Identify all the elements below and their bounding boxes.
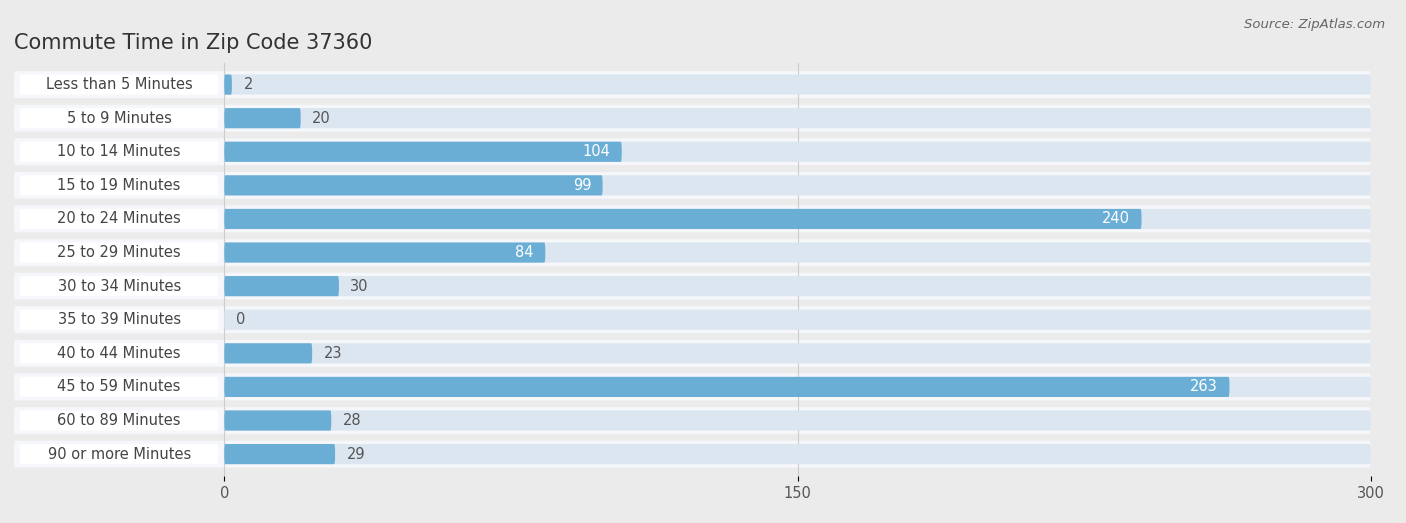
FancyBboxPatch shape (225, 209, 1371, 229)
Text: 0: 0 (236, 312, 245, 327)
Text: Commute Time in Zip Code 37360: Commute Time in Zip Code 37360 (14, 33, 373, 53)
FancyBboxPatch shape (20, 243, 218, 263)
FancyBboxPatch shape (14, 441, 1371, 468)
FancyBboxPatch shape (14, 172, 1371, 199)
Text: 104: 104 (582, 144, 610, 160)
Text: 35 to 39 Minutes: 35 to 39 Minutes (58, 312, 181, 327)
FancyBboxPatch shape (20, 276, 218, 296)
Text: 90 or more Minutes: 90 or more Minutes (48, 447, 191, 462)
FancyBboxPatch shape (20, 74, 218, 95)
FancyBboxPatch shape (20, 175, 218, 196)
Text: 10 to 14 Minutes: 10 to 14 Minutes (58, 144, 181, 160)
FancyBboxPatch shape (225, 243, 546, 263)
FancyBboxPatch shape (225, 74, 1371, 95)
Text: 20: 20 (312, 111, 330, 126)
Text: 240: 240 (1102, 211, 1130, 226)
FancyBboxPatch shape (225, 175, 1371, 196)
FancyBboxPatch shape (14, 239, 1371, 266)
FancyBboxPatch shape (20, 411, 218, 430)
FancyBboxPatch shape (225, 142, 621, 162)
FancyBboxPatch shape (14, 206, 1371, 232)
FancyBboxPatch shape (225, 310, 1371, 330)
FancyBboxPatch shape (225, 411, 332, 430)
FancyBboxPatch shape (225, 108, 1371, 128)
FancyBboxPatch shape (14, 105, 1371, 132)
Text: Less than 5 Minutes: Less than 5 Minutes (46, 77, 193, 92)
FancyBboxPatch shape (225, 377, 1229, 397)
FancyBboxPatch shape (225, 411, 1371, 430)
FancyBboxPatch shape (225, 276, 339, 296)
Text: 99: 99 (572, 178, 591, 193)
FancyBboxPatch shape (225, 175, 603, 196)
FancyBboxPatch shape (14, 340, 1371, 367)
Text: 45 to 59 Minutes: 45 to 59 Minutes (58, 379, 181, 394)
FancyBboxPatch shape (225, 276, 1371, 296)
Text: 263: 263 (1191, 379, 1218, 394)
Text: 20 to 24 Minutes: 20 to 24 Minutes (58, 211, 181, 226)
FancyBboxPatch shape (14, 407, 1371, 434)
FancyBboxPatch shape (14, 139, 1371, 165)
Text: 60 to 89 Minutes: 60 to 89 Minutes (58, 413, 181, 428)
Text: 40 to 44 Minutes: 40 to 44 Minutes (58, 346, 181, 361)
FancyBboxPatch shape (20, 310, 218, 330)
FancyBboxPatch shape (225, 74, 232, 95)
FancyBboxPatch shape (20, 343, 218, 363)
Text: 5 to 9 Minutes: 5 to 9 Minutes (66, 111, 172, 126)
FancyBboxPatch shape (225, 243, 1371, 263)
FancyBboxPatch shape (225, 377, 1371, 397)
FancyBboxPatch shape (20, 444, 218, 464)
FancyBboxPatch shape (225, 209, 1142, 229)
Text: 28: 28 (343, 413, 361, 428)
FancyBboxPatch shape (225, 343, 1371, 363)
FancyBboxPatch shape (20, 108, 218, 128)
FancyBboxPatch shape (14, 306, 1371, 333)
FancyBboxPatch shape (14, 272, 1371, 300)
Text: Source: ZipAtlas.com: Source: ZipAtlas.com (1244, 18, 1385, 31)
FancyBboxPatch shape (20, 209, 218, 229)
FancyBboxPatch shape (225, 444, 335, 464)
Text: 30: 30 (350, 279, 368, 293)
Text: 30 to 34 Minutes: 30 to 34 Minutes (58, 279, 181, 293)
FancyBboxPatch shape (14, 373, 1371, 400)
Text: 84: 84 (516, 245, 534, 260)
Text: 29: 29 (346, 447, 366, 462)
FancyBboxPatch shape (225, 444, 1371, 464)
FancyBboxPatch shape (225, 142, 1371, 162)
FancyBboxPatch shape (20, 142, 218, 162)
Text: 15 to 19 Minutes: 15 to 19 Minutes (58, 178, 181, 193)
FancyBboxPatch shape (225, 108, 301, 128)
Text: 25 to 29 Minutes: 25 to 29 Minutes (58, 245, 181, 260)
FancyBboxPatch shape (14, 71, 1371, 98)
Text: 23: 23 (323, 346, 342, 361)
FancyBboxPatch shape (225, 343, 312, 363)
Text: 2: 2 (243, 77, 253, 92)
FancyBboxPatch shape (20, 377, 218, 397)
